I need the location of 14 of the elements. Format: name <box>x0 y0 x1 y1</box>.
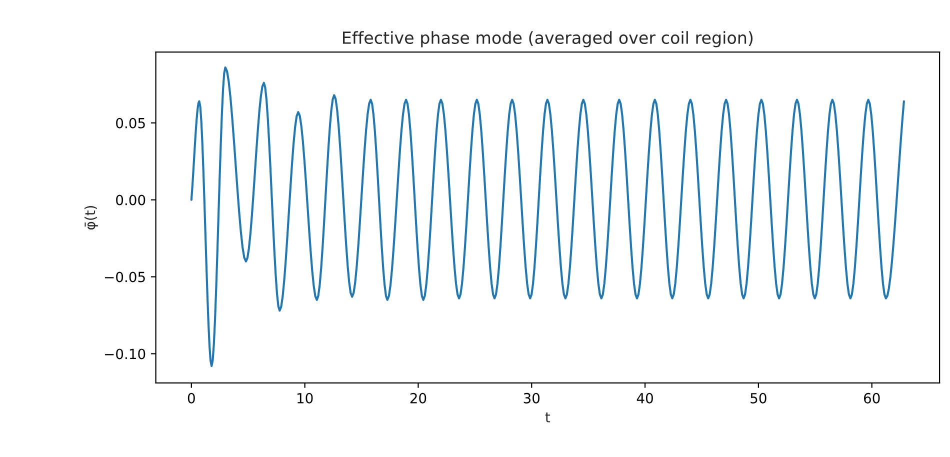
x-tick-label: 60 <box>864 392 880 404</box>
x-tick-label: 20 <box>410 392 426 404</box>
y-tick-label: −0.05 <box>104 272 145 282</box>
x-axis-title: t <box>545 412 550 422</box>
x-tick-label: 50 <box>750 392 766 404</box>
y-tick-label: 0.00 <box>116 194 146 206</box>
chart-title: Effective phase mode (averaged over coil region) <box>342 31 753 48</box>
x-tick-label: 40 <box>636 392 653 404</box>
x-tick-label: 0 <box>188 392 195 404</box>
y-tick-label: 0.05 <box>116 118 145 128</box>
y-tick-label: −0.10 <box>104 348 146 360</box>
x-tick-label: 10 <box>298 392 313 404</box>
y-axis-title: φ̄(t) <box>84 206 98 230</box>
x-tick-label: 30 <box>524 392 540 404</box>
